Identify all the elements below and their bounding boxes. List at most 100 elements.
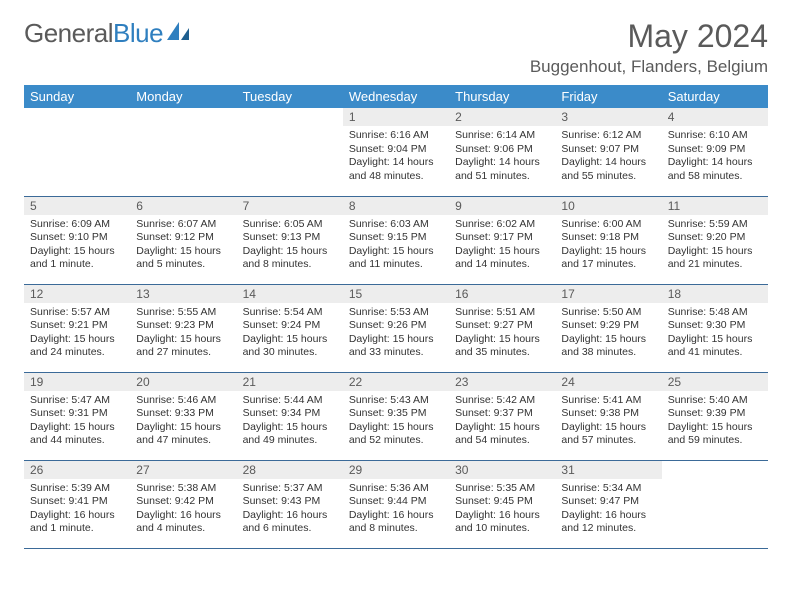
sunset-line: Sunset: 9:33 PM — [136, 407, 230, 421]
day-number: 10 — [555, 197, 661, 215]
day-data: Sunrise: 5:42 AMSunset: 9:37 PMDaylight:… — [449, 391, 555, 453]
day-number: 4 — [662, 108, 768, 126]
calendar-week-row: 12Sunrise: 5:57 AMSunset: 9:21 PMDayligh… — [24, 284, 768, 372]
day-number: 29 — [343, 461, 449, 479]
sunset-line: Sunset: 9:43 PM — [243, 495, 337, 509]
sunrise-line: Sunrise: 5:53 AM — [349, 306, 443, 320]
day-data: Sunrise: 5:34 AMSunset: 9:47 PMDaylight:… — [555, 479, 661, 541]
daylight-line: Daylight: 15 hours and 30 minutes. — [243, 333, 337, 360]
sunset-line: Sunset: 9:39 PM — [668, 407, 762, 421]
calendar-week-row: 19Sunrise: 5:47 AMSunset: 9:31 PMDayligh… — [24, 372, 768, 460]
sunset-line: Sunset: 9:24 PM — [243, 319, 337, 333]
sunrise-line: Sunrise: 5:34 AM — [561, 482, 655, 496]
sunrise-line: Sunrise: 5:44 AM — [243, 394, 337, 408]
daylight-line: Daylight: 15 hours and 57 minutes. — [561, 421, 655, 448]
day-number: 5 — [24, 197, 130, 215]
daylight-line: Daylight: 16 hours and 10 minutes. — [455, 509, 549, 536]
sunrise-line: Sunrise: 5:43 AM — [349, 394, 443, 408]
daylight-line: Daylight: 14 hours and 58 minutes. — [668, 156, 762, 183]
sunset-line: Sunset: 9:42 PM — [136, 495, 230, 509]
day-number: 14 — [237, 285, 343, 303]
sunset-line: Sunset: 9:29 PM — [561, 319, 655, 333]
weekday-header: Tuesday — [237, 85, 343, 108]
sunset-line: Sunset: 9:44 PM — [349, 495, 443, 509]
calendar-week-row: 26Sunrise: 5:39 AMSunset: 9:41 PMDayligh… — [24, 460, 768, 548]
daylight-line: Daylight: 15 hours and 52 minutes. — [349, 421, 443, 448]
calendar-empty-cell — [662, 460, 768, 548]
calendar-day-cell: 28Sunrise: 5:37 AMSunset: 9:43 PMDayligh… — [237, 460, 343, 548]
calendar-day-cell: 30Sunrise: 5:35 AMSunset: 9:45 PMDayligh… — [449, 460, 555, 548]
calendar-empty-cell — [24, 108, 130, 196]
sunrise-line: Sunrise: 5:40 AM — [668, 394, 762, 408]
day-number: 12 — [24, 285, 130, 303]
sunset-line: Sunset: 9:13 PM — [243, 231, 337, 245]
daylight-line: Daylight: 15 hours and 41 minutes. — [668, 333, 762, 360]
brand-logo: GeneralBlue — [24, 18, 191, 49]
daylight-line: Daylight: 15 hours and 44 minutes. — [30, 421, 124, 448]
daylight-line: Daylight: 14 hours and 55 minutes. — [561, 156, 655, 183]
day-number: 31 — [555, 461, 661, 479]
calendar-day-cell: 13Sunrise: 5:55 AMSunset: 9:23 PMDayligh… — [130, 284, 236, 372]
daylight-line: Daylight: 14 hours and 48 minutes. — [349, 156, 443, 183]
day-number: 13 — [130, 285, 236, 303]
calendar-day-cell: 11Sunrise: 5:59 AMSunset: 9:20 PMDayligh… — [662, 196, 768, 284]
day-data: Sunrise: 6:12 AMSunset: 9:07 PMDaylight:… — [555, 126, 661, 188]
day-number: 17 — [555, 285, 661, 303]
calendar-day-cell: 14 Sunrise: 5:54 AMSunset: 9:24 PMDayligh… — [237, 284, 343, 372]
calendar-day-cell: 16Sunrise: 5:51 AMSunset: 9:27 PMDayligh… — [449, 284, 555, 372]
daylight-line: Daylight: 16 hours and 8 minutes. — [349, 509, 443, 536]
sunrise-line: Sunrise: 5:35 AM — [455, 482, 549, 496]
calendar-day-cell: 7Sunrise: 6:05 AMSunset: 9:13 PMDaylight… — [237, 196, 343, 284]
calendar-day-cell: 26Sunrise: 5:39 AMSunset: 9:41 PMDayligh… — [24, 460, 130, 548]
daylight-line: Daylight: 15 hours and 35 minutes. — [455, 333, 549, 360]
daylight-line: Daylight: 15 hours and 21 minutes. — [668, 245, 762, 272]
sunset-line: Sunset: 9:41 PM — [30, 495, 124, 509]
day-number: 1 — [343, 108, 449, 126]
calendar-day-cell: 1Sunrise: 6:16 AMSunset: 9:04 PMDaylight… — [343, 108, 449, 196]
sunrise-line: Sunrise: 5:50 AM — [561, 306, 655, 320]
sunset-line: Sunset: 9:07 PM — [561, 143, 655, 157]
calendar-day-cell: 17Sunrise: 5:50 AMSunset: 9:29 PMDayligh… — [555, 284, 661, 372]
day-number: 20 — [130, 373, 236, 391]
sunset-line: Sunset: 9:37 PM — [455, 407, 549, 421]
sunset-line: Sunset: 9:38 PM — [561, 407, 655, 421]
day-number: 28 — [237, 461, 343, 479]
sunrise-line: Sunrise: 5:51 AM — [455, 306, 549, 320]
sunset-line: Sunset: 9:26 PM — [349, 319, 443, 333]
sail-icon — [165, 18, 191, 49]
sunrise-line: Sunrise: 5:54 AM — [243, 306, 337, 320]
daylight-line: Daylight: 15 hours and 27 minutes. — [136, 333, 230, 360]
day-number: 2 — [449, 108, 555, 126]
day-data: Sunrise: 5:53 AMSunset: 9:26 PMDaylight:… — [343, 303, 449, 365]
day-number: 9 — [449, 197, 555, 215]
sunrise-line: Sunrise: 5:41 AM — [561, 394, 655, 408]
calendar-empty-cell — [237, 108, 343, 196]
calendar-day-cell: 20Sunrise: 5:46 AMSunset: 9:33 PMDayligh… — [130, 372, 236, 460]
calendar-empty-cell — [130, 108, 236, 196]
sunset-line: Sunset: 9:34 PM — [243, 407, 337, 421]
calendar-week-row: 5Sunrise: 6:09 AMSunset: 9:10 PMDaylight… — [24, 196, 768, 284]
sunrise-line: Sunrise: 5:39 AM — [30, 482, 124, 496]
sunrise-line: Sunrise: 6:07 AM — [136, 218, 230, 232]
sunset-line: Sunset: 9:47 PM — [561, 495, 655, 509]
day-data: Sunrise: 5:57 AMSunset: 9:21 PMDaylight:… — [24, 303, 130, 365]
sunset-line: Sunset: 9:30 PM — [668, 319, 762, 333]
daylight-line: Daylight: 15 hours and 14 minutes. — [455, 245, 549, 272]
calendar-day-cell: 3Sunrise: 6:12 AMSunset: 9:07 PMDaylight… — [555, 108, 661, 196]
calendar-day-cell: 23Sunrise: 5:42 AMSunset: 9:37 PMDayligh… — [449, 372, 555, 460]
sunrise-line: Sunrise: 6:12 AM — [561, 129, 655, 143]
day-data: Sunrise: 6:05 AMSunset: 9:13 PMDaylight:… — [237, 215, 343, 277]
day-number: 16 — [449, 285, 555, 303]
sunset-line: Sunset: 9:21 PM — [30, 319, 124, 333]
day-data: Sunrise: 5:59 AMSunset: 9:20 PMDaylight:… — [662, 215, 768, 277]
calendar-day-cell: 4Sunrise: 6:10 AMSunset: 9:09 PMDaylight… — [662, 108, 768, 196]
daylight-line: Daylight: 15 hours and 8 minutes. — [243, 245, 337, 272]
day-number: 19 — [24, 373, 130, 391]
sunset-line: Sunset: 9:17 PM — [455, 231, 549, 245]
sunset-line: Sunset: 9:35 PM — [349, 407, 443, 421]
sunrise-line: Sunrise: 5:37 AM — [243, 482, 337, 496]
title-block: May 2024 Buggenhout, Flanders, Belgium — [530, 18, 768, 77]
day-data: Sunrise: 5:41 AMSunset: 9:38 PMDaylight:… — [555, 391, 661, 453]
daylight-line: Daylight: 14 hours and 51 minutes. — [455, 156, 549, 183]
calendar-table: SundayMondayTuesdayWednesdayThursdayFrid… — [24, 85, 768, 549]
